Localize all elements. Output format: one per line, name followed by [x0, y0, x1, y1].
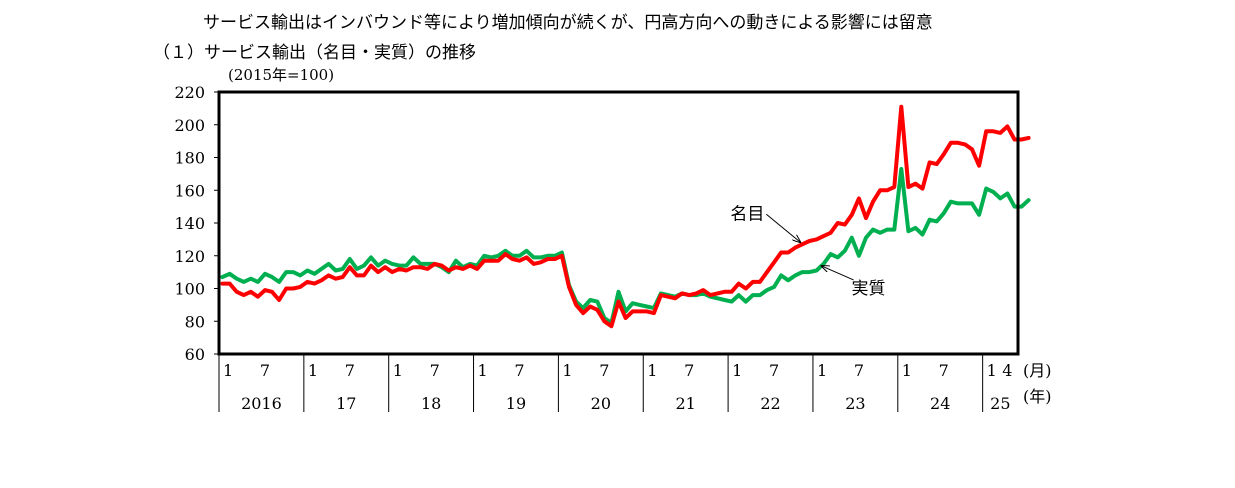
x-month-label: 7	[514, 361, 524, 380]
x-month-label: 7	[939, 361, 949, 380]
y-tick-label: 60	[185, 345, 205, 364]
unit-label: (2015年=100)	[228, 66, 335, 84]
plot-frame	[217, 90, 1020, 356]
x-month-label: 7	[854, 361, 864, 380]
series-annotation-label: 実質	[852, 279, 886, 299]
x-axis: 2016 17 18 19 20 21 22 23 24 251 7 1 7 1 7 1 7 1 7 1 7 1 7 1 7 1 7…	[218, 354, 1052, 413]
x-month-label: 7	[769, 361, 779, 380]
x-year-label: 20	[591, 394, 611, 413]
series-line-real	[220, 167, 1031, 325]
series-layer	[220, 104, 1031, 329]
x-month-label: 7	[430, 361, 440, 380]
x-month-label: 1	[562, 361, 572, 380]
x-month-label: 1	[223, 361, 233, 380]
section-title: （１）サービス輸出（名目・実質）の推移	[153, 43, 476, 63]
annotation-arrow	[766, 213, 800, 242]
x-year-label: 21	[675, 394, 695, 413]
x-year-label: 19	[506, 394, 526, 413]
y-tick-label: 160	[174, 181, 205, 200]
x-month-label: 7	[599, 361, 609, 380]
y-tick-label: 180	[174, 149, 205, 168]
x-year-label: 17	[336, 394, 356, 413]
chart-subtitle: サービス輸出はインバウンド等により増加傾向が続くが、円高方向への動きによる影響に…	[203, 13, 933, 33]
y-tick-label: 120	[174, 247, 205, 266]
x-month-label: 1	[817, 361, 827, 380]
x-month-label: 7	[684, 361, 694, 380]
x-month-label: 1	[647, 361, 657, 380]
x-month-label: 4	[1002, 361, 1012, 380]
y-tick-label: 200	[174, 116, 205, 135]
x-month-label: 1	[987, 361, 997, 380]
x-year-label: 2016	[241, 394, 282, 413]
x-month-label: 1	[393, 361, 403, 380]
x-year-label: 24	[930, 394, 950, 413]
x-year-label: 23	[845, 394, 865, 413]
y-axis: 60 80 100 120 140 160 180 200 220	[174, 83, 219, 364]
x-month-label: 7	[260, 361, 270, 380]
y-tick-label: 100	[174, 280, 205, 299]
series-line-nominal	[220, 104, 1031, 329]
annotation-arrow	[822, 266, 854, 281]
month-axis-label: (月)	[1023, 361, 1052, 380]
y-tick-label: 80	[185, 312, 205, 331]
y-tick-label: 140	[174, 214, 205, 233]
x-year-label: 25	[990, 394, 1010, 413]
x-year-label: 18	[421, 394, 441, 413]
x-month-label: 7	[345, 361, 355, 380]
x-month-label: 1	[478, 361, 488, 380]
year-axis-label: (年)	[1023, 387, 1052, 406]
x-year-label: 22	[760, 394, 780, 413]
x-month-label: 1	[902, 361, 912, 380]
y-tick-label: 220	[174, 83, 205, 102]
x-month-label: 1	[308, 361, 318, 380]
x-month-label: 1	[732, 361, 742, 380]
series-annotation-label: 名目	[730, 204, 764, 224]
